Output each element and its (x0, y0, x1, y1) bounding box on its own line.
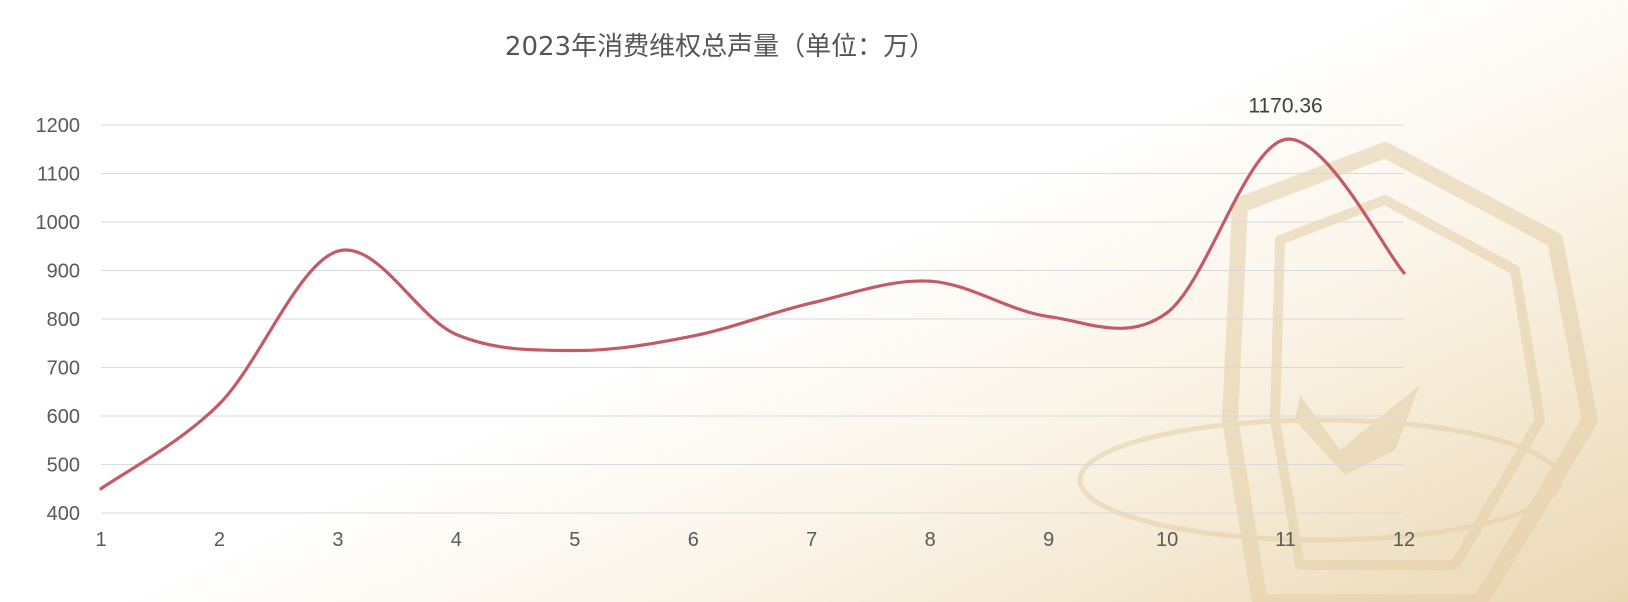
data-point (928, 279, 932, 283)
x-tick-label: 9 (1043, 529, 1054, 551)
x-tick-label: 11 (1275, 529, 1296, 551)
y-tick-label: 1000 (36, 212, 81, 234)
x-tick-label: 7 (806, 529, 817, 551)
watermark-shield-outer (1222, 142, 1598, 602)
x-tick-label: 2 (214, 529, 225, 551)
y-tick-label: 400 (47, 503, 80, 525)
data-point (1047, 314, 1051, 319)
watermark-check-mark (1295, 385, 1420, 475)
data-point (1165, 311, 1169, 315)
data-point (1402, 271, 1406, 275)
data-label: 1170.36 (1248, 94, 1322, 117)
x-tick-label: 1 (95, 529, 106, 551)
y-tick-label: 1200 (36, 115, 81, 137)
y-tick-label: 700 (47, 358, 80, 380)
series-layer (99, 137, 1406, 491)
y-tick-label: 600 (47, 406, 80, 428)
y-tick-label: 1100 (37, 164, 80, 186)
x-tick-label: 6 (688, 529, 699, 551)
x-tick-label: 3 (332, 529, 343, 551)
data-point (336, 249, 340, 253)
data-point (1283, 137, 1288, 141)
shield-check-icon (1077, 142, 1598, 602)
x-tick-label: 5 (569, 529, 580, 551)
series-line (99, 137, 1406, 491)
data-point (810, 301, 814, 305)
watermark-ring (1077, 417, 1563, 543)
x-tick-label: 4 (451, 529, 462, 551)
x-tick-label: 12 (1393, 529, 1415, 551)
data-point (691, 334, 695, 338)
x-tick-label: 8 (925, 529, 936, 551)
x-tick-label: 10 (1156, 529, 1178, 551)
x-axis-ticks: 1 2 3 4 5 6 7 8 9 10 11 12 (95, 529, 1415, 551)
data-point (217, 402, 222, 406)
chart-title: 2023年消费维权总声量（单位：万） (505, 32, 935, 62)
y-axis-ticks: 400 500 600 700 800 900 1000 1100 1200 (36, 115, 81, 525)
y-tick-label: 800 (47, 309, 80, 331)
data-labels: 1170.36 (1248, 94, 1322, 117)
data-point (573, 348, 577, 353)
y-tick-label: 500 (47, 455, 80, 477)
data-point (99, 487, 103, 491)
grid-lines (101, 124, 1404, 514)
y-tick-label: 900 (47, 261, 80, 283)
data-point (454, 332, 458, 337)
watermark-shield-inner (1270, 195, 1545, 570)
